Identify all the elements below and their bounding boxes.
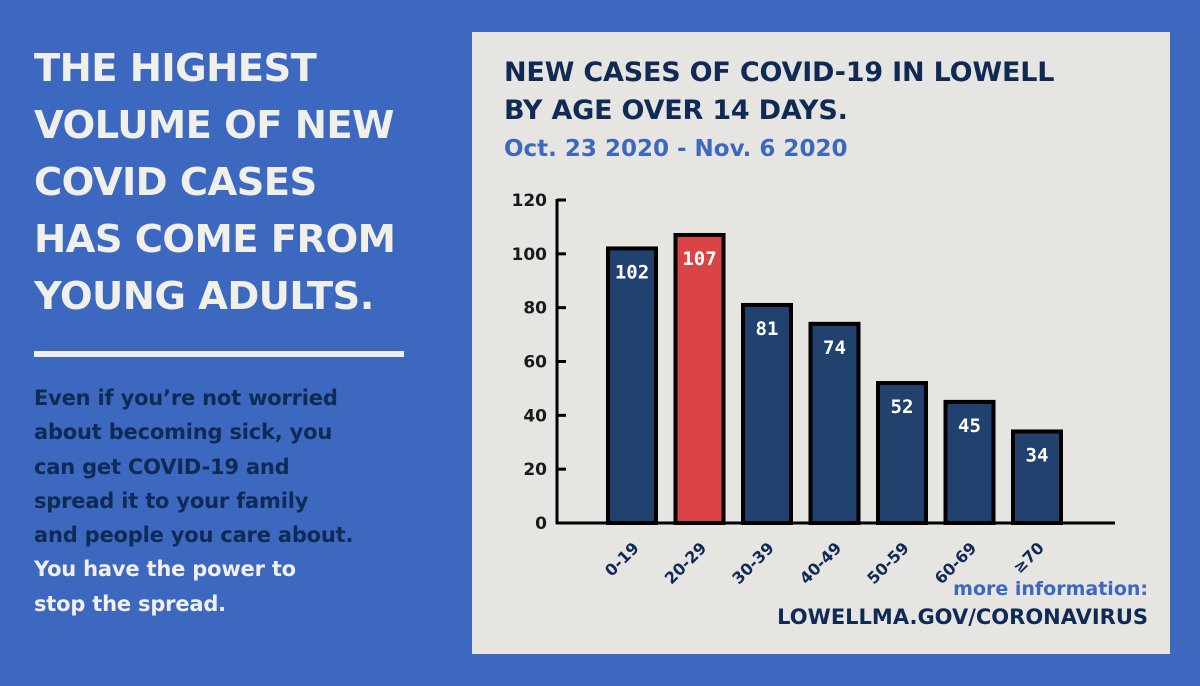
category-label-30-39: 30-39: [728, 538, 778, 588]
body-line-6: You have the power to: [34, 557, 296, 582]
divider: [34, 351, 404, 357]
body-line-4: spread it to your family: [34, 488, 309, 513]
website-link[interactable]: LOWELLMA.GOV/CORONAVIRUS: [777, 605, 1148, 629]
y-tick-label-0: 0: [535, 514, 547, 534]
data-label-40-49: 74: [823, 337, 846, 359]
chart-title: NEW CASES OF COVID-19 IN LOWELL BY AGE O…: [504, 54, 1054, 130]
headline-line-4: HAS COME FROM: [34, 217, 396, 262]
data-label-50-59: 52: [891, 396, 914, 418]
category-label-0-19: 0-19: [601, 538, 643, 580]
bar-chart: 1020-1910720-298130-397440-495250-594560…: [512, 191, 1115, 588]
headline-line-5: YOUNG ADULTS.: [34, 274, 374, 319]
more-information-label: more information:: [953, 578, 1148, 600]
y-tick-label-120: 120: [512, 191, 548, 211]
y-tick-label-60: 60: [523, 353, 547, 373]
body-line-3: can get COVID-19 and: [34, 454, 290, 479]
data-label-20-29: 107: [682, 248, 716, 270]
body-text: Even if you’re not worried about becomin…: [34, 381, 454, 621]
chart-title-line-2: BY AGE OVER 14 DAYS.: [504, 95, 848, 126]
body-line-2: about becoming sick, you: [34, 420, 333, 445]
headline-line-1: THE HIGHEST: [34, 46, 317, 91]
body-line-7: stop the spread.: [34, 591, 226, 616]
headline: THE HIGHEST VOLUME OF NEW COVID CASES HA…: [34, 40, 454, 325]
data-label-0-19: 102: [615, 261, 649, 283]
bar-20-29: [673, 232, 726, 525]
bar-60-69: [943, 399, 996, 525]
body-line-1: Even if you’re not worried: [34, 386, 338, 410]
y-tick-label-80: 80: [523, 299, 547, 319]
headline-line-2: VOLUME OF NEW: [34, 103, 395, 148]
bar-0-19: [606, 246, 658, 525]
chart-subtitle: Oct. 23 2020 - Nov. 6 2020: [504, 136, 848, 162]
category-label-≥70: ≥70: [1009, 538, 1048, 577]
footer: more information: LOWELLMA.GOV/CORONAVIR…: [777, 576, 1148, 632]
chart-panel: NEW CASES OF COVID-19 IN LOWELL BY AGE O…: [472, 32, 1170, 654]
left-column: THE HIGHEST VOLUME OF NEW COVID CASES HA…: [34, 40, 454, 621]
category-label-20-29: 20-29: [661, 538, 711, 588]
bar-30-39: [741, 302, 793, 525]
y-tick-label-20: 20: [523, 460, 547, 480]
data-label-≥70: 34: [1026, 444, 1049, 466]
data-label-30-39: 81: [756, 318, 779, 340]
headline-line-3: COVID CASES: [34, 160, 317, 205]
y-tick-label-40: 40: [523, 406, 547, 426]
bar-≥70: [1011, 429, 1063, 526]
y-tick-label-100: 100: [512, 245, 548, 265]
chart-title-line-1: NEW CASES OF COVID-19 IN LOWELL: [504, 57, 1055, 88]
body-line-5: and people you care about.: [34, 523, 354, 548]
data-label-60-69: 45: [958, 415, 981, 437]
